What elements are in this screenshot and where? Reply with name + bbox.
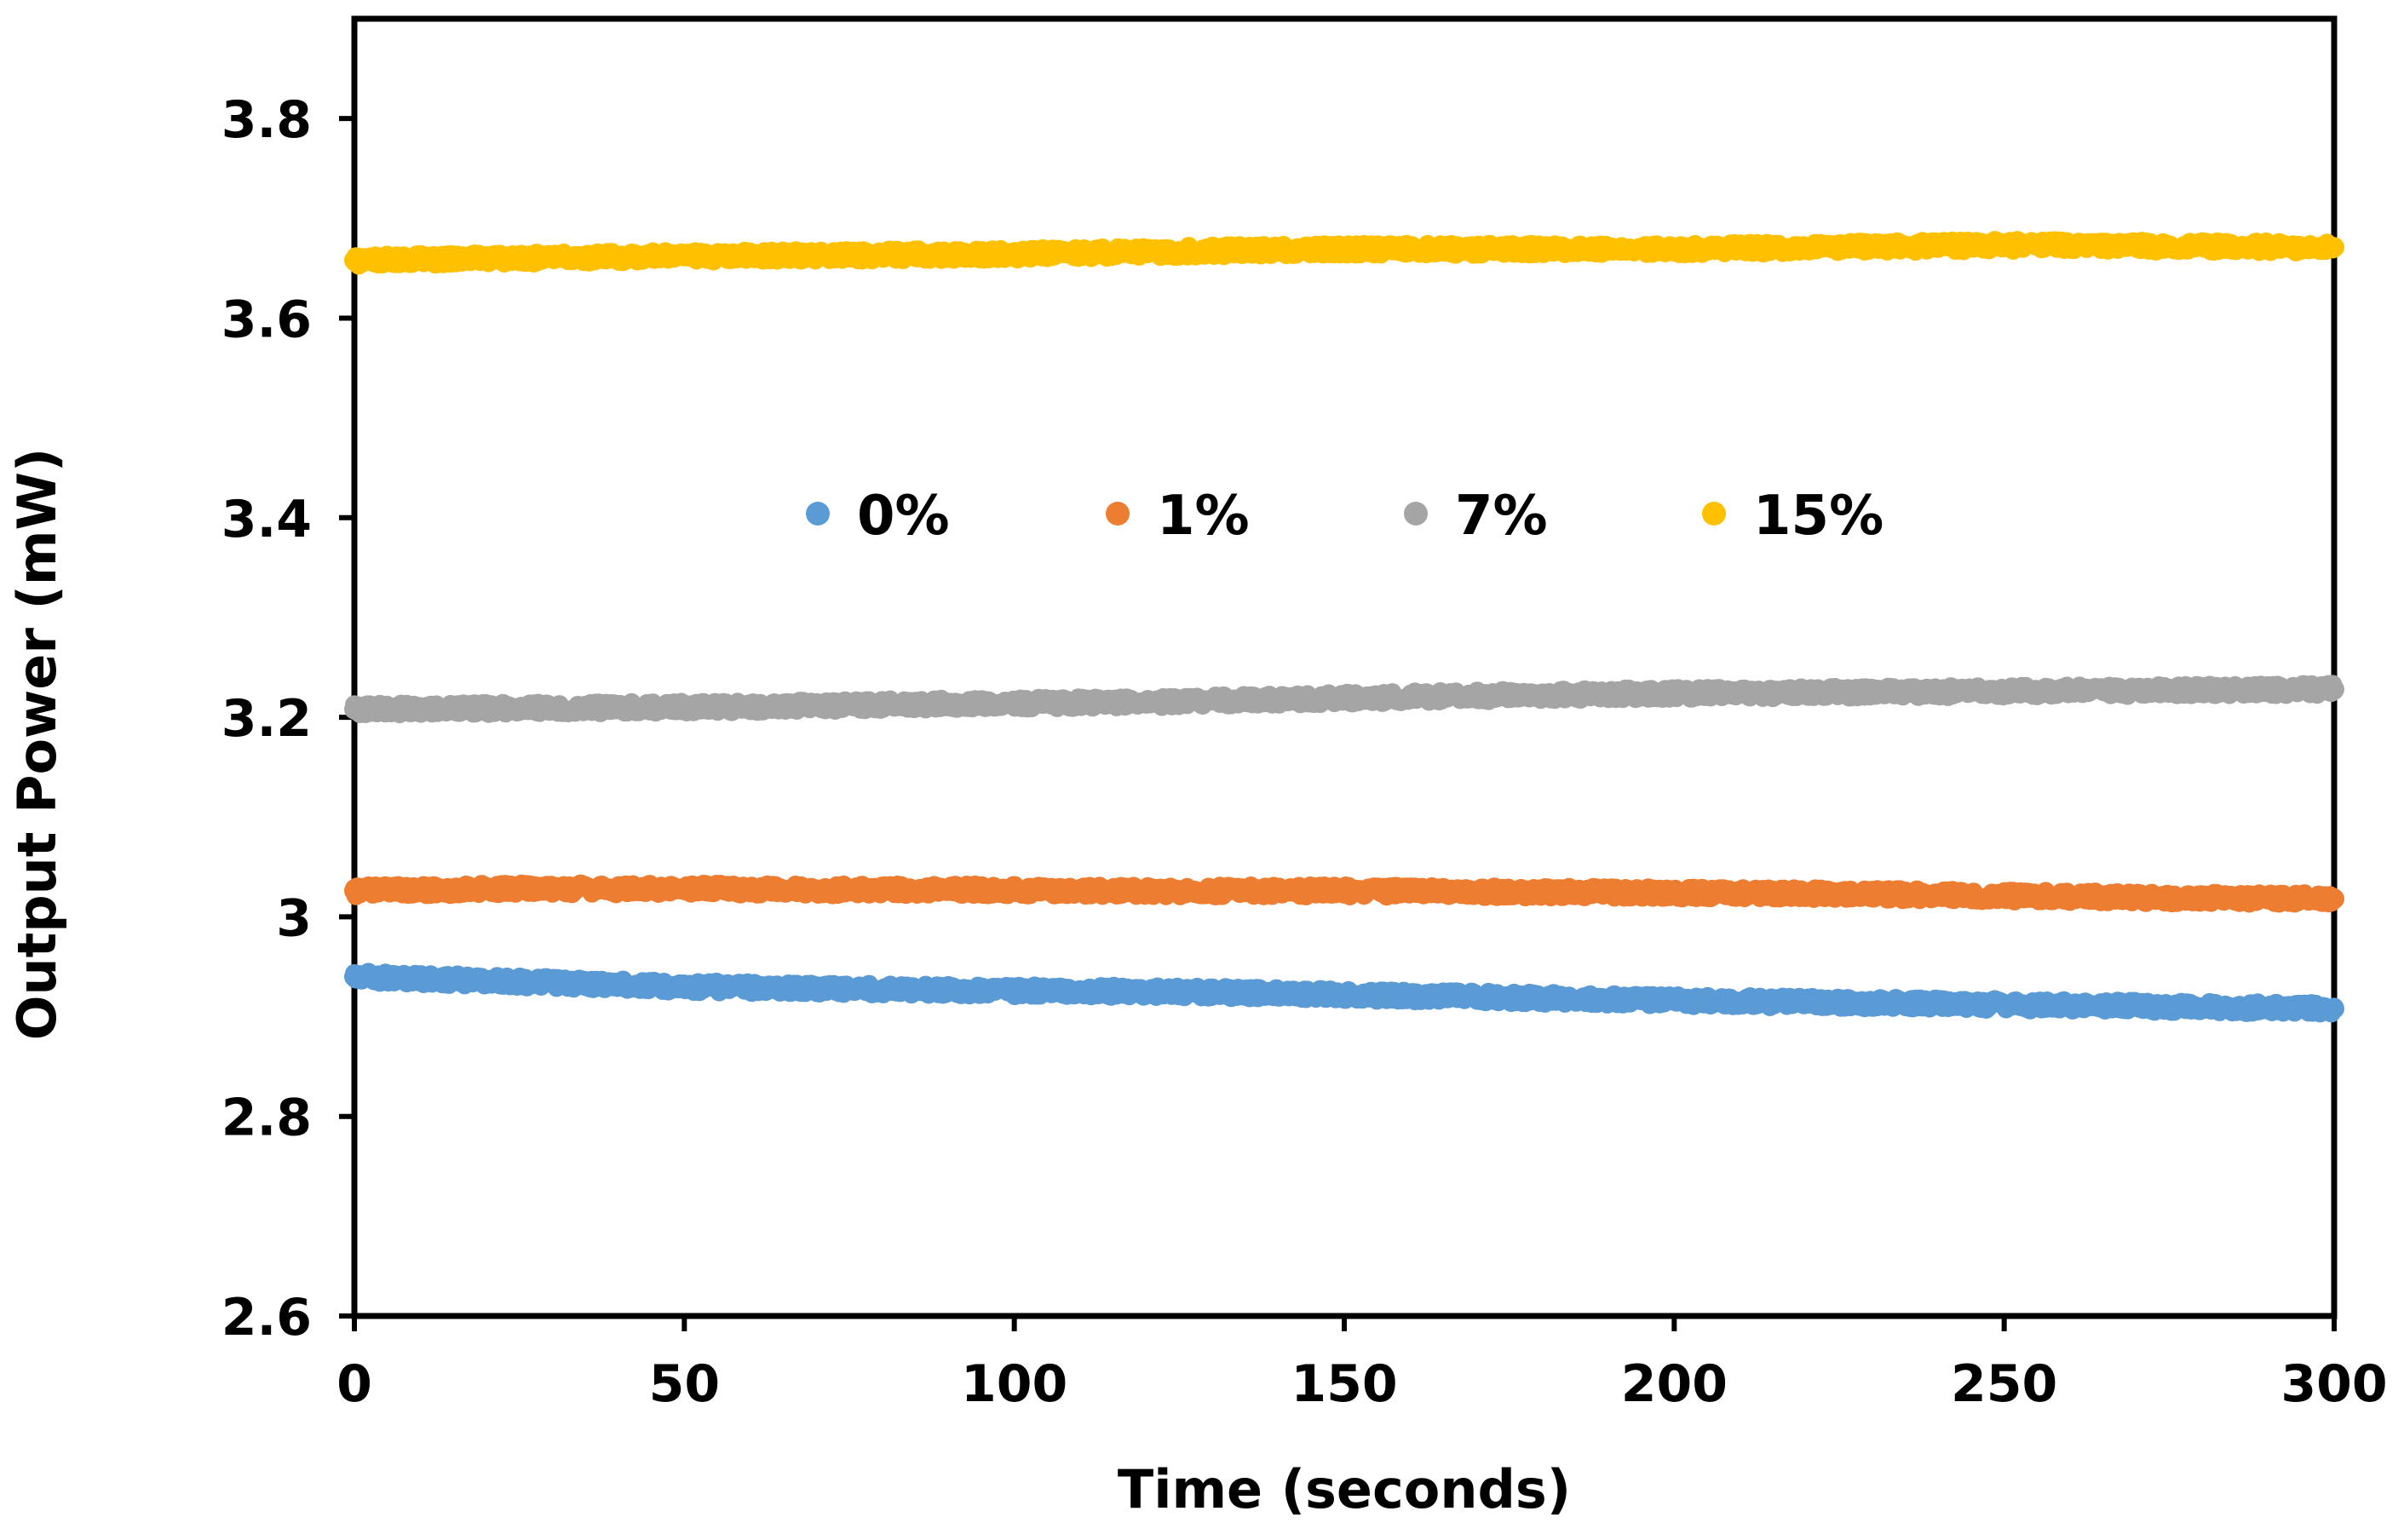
x-axis-label: Time (seconds) xyxy=(1118,1458,1571,1520)
data-point xyxy=(2159,680,2180,701)
data-point xyxy=(1169,880,1190,901)
data-point xyxy=(839,978,860,999)
series-0pct xyxy=(344,962,2344,1023)
x-tick-label: 0 xyxy=(336,1354,372,1414)
series-7pct xyxy=(344,675,2344,724)
data-point xyxy=(2159,888,2180,909)
data-point xyxy=(2324,888,2344,910)
data-point xyxy=(839,695,860,715)
x-tick-label: 150 xyxy=(1291,1354,1397,1414)
y-tick-label: 3.6 xyxy=(221,290,312,349)
y-tick-label: 3.2 xyxy=(221,689,312,749)
data-point xyxy=(1169,981,1190,1003)
y-tick-label: 2.8 xyxy=(221,1089,312,1148)
data-point xyxy=(1829,681,1849,703)
x-tick-label: 300 xyxy=(2280,1354,2387,1414)
x-tick-label: 100 xyxy=(961,1354,1067,1414)
data-point xyxy=(2324,679,2344,700)
data-point xyxy=(344,966,365,987)
series-1pct xyxy=(344,874,2344,913)
data-point xyxy=(509,878,530,899)
plot-frame xyxy=(351,15,2338,1319)
y-tick-label: 3 xyxy=(276,888,312,948)
data-point xyxy=(1004,692,1025,714)
data-point xyxy=(1498,987,1520,1008)
data-point xyxy=(674,697,695,718)
data-point xyxy=(509,971,530,992)
data-point xyxy=(1993,994,2015,1015)
data-point xyxy=(1004,879,1025,900)
data-point xyxy=(1169,691,1190,712)
x-tick-label: 250 xyxy=(1951,1354,2057,1414)
data-point xyxy=(1829,992,1849,1014)
series-15pct xyxy=(344,231,2344,275)
y-tick-label: 2.6 xyxy=(221,1288,312,1348)
x-tick-label: 50 xyxy=(649,1354,721,1414)
data-point xyxy=(1498,882,1520,903)
data-point xyxy=(1829,883,1849,905)
y-tick-label: 3.4 xyxy=(221,490,312,549)
data-point xyxy=(344,880,365,901)
data-point xyxy=(344,698,365,720)
y-axis-label: Output Power (mW) xyxy=(6,448,68,1040)
data-point xyxy=(1664,882,1685,904)
data-point xyxy=(1664,683,1685,704)
data-point xyxy=(839,879,860,900)
data-point xyxy=(1498,685,1520,706)
data-point xyxy=(1334,687,1354,709)
data-point xyxy=(2159,996,2180,1017)
data-point xyxy=(1334,880,1354,901)
data-point xyxy=(1334,984,1354,1005)
data-point xyxy=(1664,990,1685,1011)
data-point xyxy=(509,698,530,719)
data-point xyxy=(1004,980,1025,1002)
x-tick-label: 200 xyxy=(1621,1354,1728,1414)
y-tick-label: 3.8 xyxy=(221,90,312,150)
data-point xyxy=(674,878,695,899)
data-point xyxy=(2324,998,2344,1020)
data-point xyxy=(674,976,695,997)
data-point xyxy=(1993,885,2015,906)
data-point xyxy=(1993,681,2015,702)
